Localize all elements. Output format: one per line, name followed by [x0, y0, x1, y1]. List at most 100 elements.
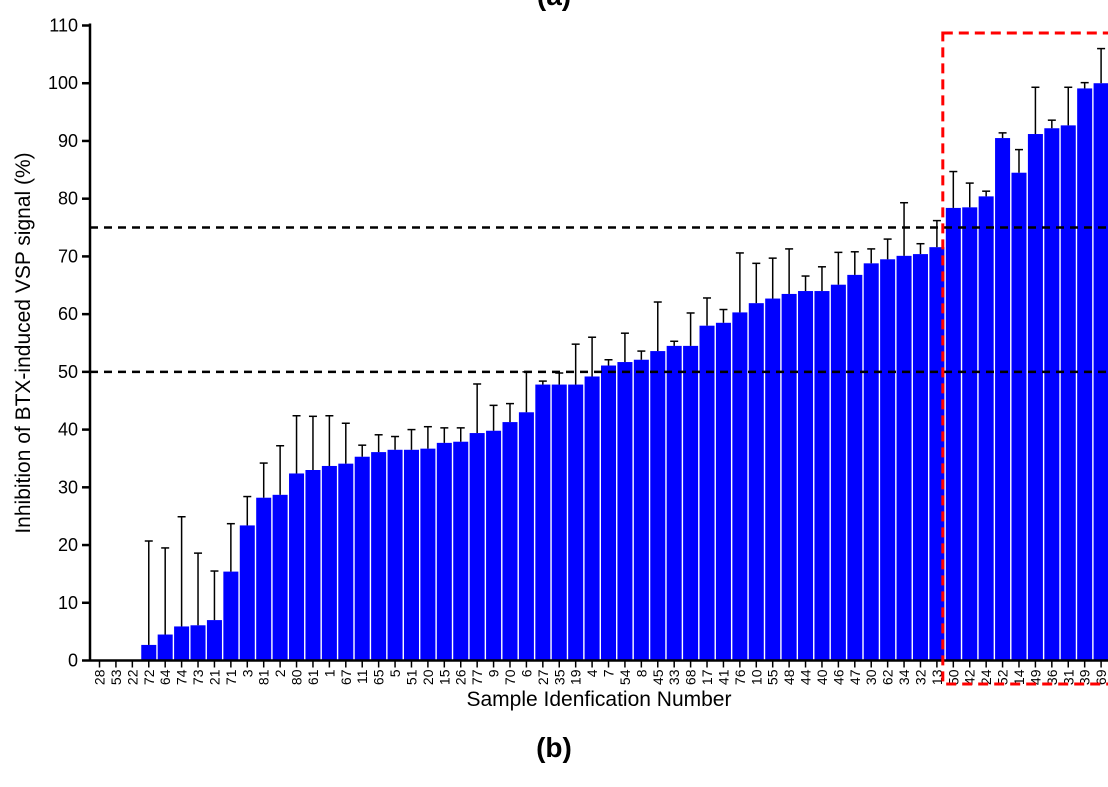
error-bar-44 [801, 275, 810, 292]
x-tick-label: 41 [715, 669, 731, 685]
bar-64 [157, 634, 173, 661]
x-tick-label: 35 [551, 669, 567, 685]
x-tick-label: 47 [847, 669, 863, 685]
error-bar-1 [325, 414, 334, 466]
x-tick-label: 8 [633, 669, 649, 677]
bar-35 [551, 384, 567, 661]
bar-50 [945, 207, 961, 661]
x-tick-label: 76 [732, 669, 748, 685]
bar-15 [436, 442, 452, 661]
reference-lines-layer [90, 226, 1108, 374]
highlight-layer [941, 31, 1108, 686]
error-bar-39 [1080, 81, 1089, 89]
bar-74 [174, 626, 190, 661]
x-tick-label: 17 [699, 669, 715, 685]
bar-10 [748, 303, 764, 661]
error-bar-71 [226, 522, 235, 572]
x-tick-label: 68 [683, 669, 699, 685]
bar-46 [830, 284, 846, 661]
bar-13 [929, 247, 945, 661]
x-tick-label: 6 [518, 669, 534, 677]
x-tick-label: 44 [798, 669, 814, 685]
x-tick-label: 62 [880, 669, 896, 685]
bar-11 [354, 456, 370, 661]
x-tick-label: 2 [272, 669, 288, 677]
bar-40 [814, 291, 830, 661]
y-tick-label: 60 [58, 304, 78, 324]
bar-32 [912, 254, 928, 661]
error-bar-81 [259, 462, 268, 498]
error-bar-31 [1064, 86, 1073, 126]
bar-70 [502, 422, 518, 661]
x-tick-label: 13 [929, 669, 945, 685]
bar-55 [765, 298, 781, 661]
y-tick-label: 30 [58, 477, 78, 497]
error-bar-70 [505, 402, 514, 423]
error-bar-50 [949, 170, 958, 208]
highlight-box [941, 31, 1108, 686]
x-tick-label: 71 [223, 669, 239, 685]
error-bar-62 [883, 238, 892, 260]
x-tick-label: 50 [945, 669, 961, 685]
x-tick-label: 31 [1060, 669, 1076, 685]
error-bar-47 [850, 251, 859, 275]
x-tick-label: 67 [338, 669, 354, 685]
x-tick-label: 42 [962, 669, 978, 685]
error-bar-2 [276, 445, 285, 495]
y-tick-label: 20 [58, 535, 78, 555]
x-tick-label: 64 [157, 669, 173, 685]
x-tick-label: 22 [124, 669, 140, 685]
error-bar-5 [391, 435, 400, 450]
error-bar-67 [341, 422, 350, 464]
y-tick-label: 0 [68, 651, 78, 671]
bar-9 [486, 430, 502, 661]
x-tick-label: 81 [256, 669, 272, 685]
x-tick-label: 30 [863, 669, 879, 685]
error-bar-36 [1047, 119, 1056, 129]
error-bar-20 [423, 425, 432, 449]
bar-26 [453, 441, 469, 661]
error-bar-19 [571, 343, 580, 385]
bar-42 [962, 207, 978, 661]
bar-48 [781, 293, 797, 661]
bar-2 [272, 494, 288, 661]
y-tick-label: 40 [58, 420, 78, 440]
error-bar-48 [785, 248, 794, 294]
error-bars-layer [144, 47, 1106, 645]
error-bar-3 [243, 495, 252, 526]
y-tick-label: 80 [58, 189, 78, 209]
error-bar-9 [489, 404, 498, 431]
x-tick-label: 11 [354, 669, 370, 684]
bar-68 [683, 345, 699, 661]
bar-20 [420, 448, 436, 661]
bar-54 [617, 362, 633, 661]
x-tick-label: 27 [535, 669, 551, 685]
x-tick-label: 74 [174, 669, 190, 685]
error-bar-49 [1031, 86, 1040, 135]
y-tick-label: 100 [48, 73, 78, 93]
bar-7 [601, 365, 617, 661]
x-tick-label: 65 [371, 669, 387, 685]
x-tick-label: 24 [978, 669, 994, 685]
bar-65 [371, 452, 387, 661]
bars-layer [141, 83, 1108, 661]
bar-51 [403, 449, 419, 661]
error-bar-69 [1097, 47, 1106, 84]
x-tick-label: 34 [896, 669, 912, 685]
x-tick-label: 33 [666, 669, 682, 685]
error-bar-42 [965, 182, 974, 208]
error-bar-45 [653, 301, 662, 352]
x-tick-label: 28 [92, 669, 108, 685]
y-axis-label: Inhibition of BTX-induced VSP signal (%) [12, 152, 35, 533]
bar-47 [847, 274, 863, 661]
x-tick-label: 39 [1077, 669, 1093, 685]
x-tick-label: 36 [1044, 669, 1060, 685]
bar-33 [666, 345, 682, 661]
bar-4 [584, 376, 600, 661]
y-tick-label: 90 [58, 131, 78, 151]
error-bar-8 [637, 350, 646, 360]
bar-67 [338, 463, 354, 661]
error-bar-35 [555, 372, 564, 385]
error-bar-17 [703, 297, 712, 326]
